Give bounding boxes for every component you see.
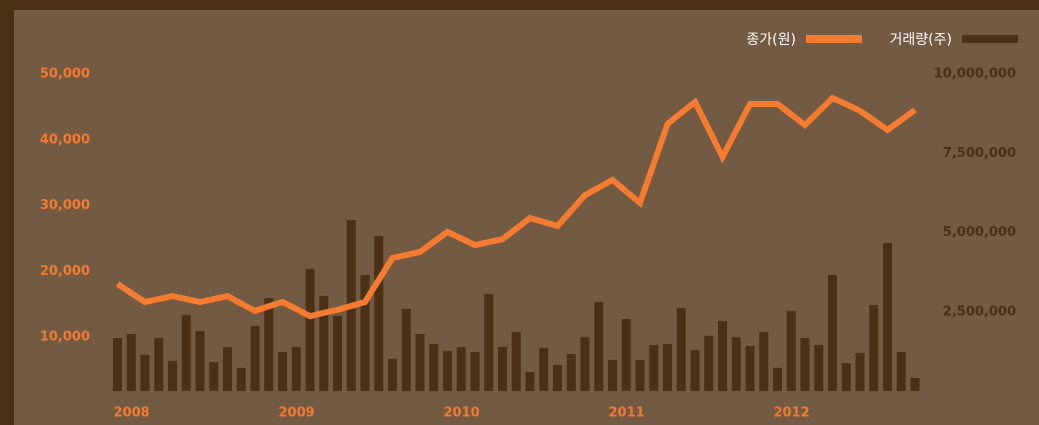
volume-bar xyxy=(333,315,342,391)
volume-bar xyxy=(841,363,851,391)
volume-bar xyxy=(649,345,659,391)
volume-bar xyxy=(195,331,205,391)
volume-bar xyxy=(704,335,714,391)
volume-bar xyxy=(690,350,700,391)
volume-bar xyxy=(388,358,397,391)
volume-bar xyxy=(580,337,590,391)
volume-bar xyxy=(566,353,576,391)
volume-bar xyxy=(154,338,164,391)
x-tick-label: 2012 xyxy=(774,406,810,421)
volume-bar xyxy=(525,371,535,391)
left-border xyxy=(0,0,14,425)
volume-bar xyxy=(360,274,370,391)
volume-bar xyxy=(869,305,879,391)
y-tick-label: 10,000 xyxy=(40,330,90,345)
volume-bar xyxy=(484,293,494,391)
volume-bar xyxy=(910,378,920,391)
volume-bar xyxy=(786,311,796,391)
volume-bar xyxy=(415,333,425,391)
legend-label: 거래량(주) xyxy=(890,32,952,48)
volume-bar xyxy=(814,345,824,391)
volume-bar xyxy=(745,345,755,391)
volume-bar xyxy=(168,360,177,391)
volume-bar xyxy=(511,332,521,391)
y-tick-label: 30,000 xyxy=(40,198,90,213)
volume-bar xyxy=(635,359,645,391)
volume-bar xyxy=(236,367,246,391)
volume-bar xyxy=(443,351,452,391)
volume-bar xyxy=(800,338,810,391)
volume-bar xyxy=(773,367,782,391)
volume-bar xyxy=(539,347,549,391)
x-tick-label: 2009 xyxy=(279,406,315,421)
volume-bar xyxy=(278,352,287,391)
y2-tick-label: 2,500,000 xyxy=(943,304,1016,319)
volume-bar xyxy=(126,333,136,391)
volume-bar xyxy=(374,235,384,391)
legend-swatch xyxy=(962,35,1018,43)
volume-bar xyxy=(291,346,301,391)
y-tick-label: 20,000 xyxy=(40,264,90,279)
volume-bar xyxy=(883,242,892,391)
volume-bar xyxy=(470,352,480,391)
volume-bar xyxy=(429,344,439,391)
y-tick-label: 50,000 xyxy=(40,67,90,82)
volume-bar xyxy=(319,295,329,391)
volume-bar xyxy=(594,301,604,391)
volume-bar xyxy=(896,352,906,391)
volume-bar xyxy=(731,337,741,391)
legend-swatch xyxy=(806,35,862,43)
top-border xyxy=(0,0,1039,10)
y2-tick-label: 5,000,000 xyxy=(943,225,1016,240)
volume-bar xyxy=(498,346,507,391)
volume-bar xyxy=(828,274,837,391)
volume-bar xyxy=(264,298,274,391)
volume-bar xyxy=(401,308,411,391)
price-line xyxy=(115,94,917,320)
volume-bar xyxy=(140,354,150,391)
x-tick-label: 2008 xyxy=(114,406,150,421)
volume-bar xyxy=(250,326,260,391)
volume-bar xyxy=(855,352,865,391)
volume-bar xyxy=(113,338,122,391)
y2-tick-label: 10,000,000 xyxy=(934,67,1016,82)
volume-bar xyxy=(621,319,631,391)
x-tick-label: 2010 xyxy=(444,406,480,421)
volume-bar xyxy=(223,346,232,391)
volume-bar xyxy=(456,346,466,391)
volume-bar xyxy=(305,268,315,391)
volume-bar xyxy=(676,307,686,391)
volume-bar xyxy=(608,359,617,391)
volume-bar xyxy=(553,365,562,391)
volume-bar xyxy=(663,344,672,391)
volume-bar xyxy=(209,362,219,391)
y-tick-label: 40,000 xyxy=(40,132,90,147)
x-tick-label: 2011 xyxy=(609,406,645,421)
volume-bar xyxy=(759,332,769,391)
volume-bar xyxy=(718,320,727,391)
y2-tick-label: 7,500,000 xyxy=(943,146,1016,161)
volume-bar xyxy=(181,314,191,391)
legend-label: 종가(원) xyxy=(746,32,796,48)
